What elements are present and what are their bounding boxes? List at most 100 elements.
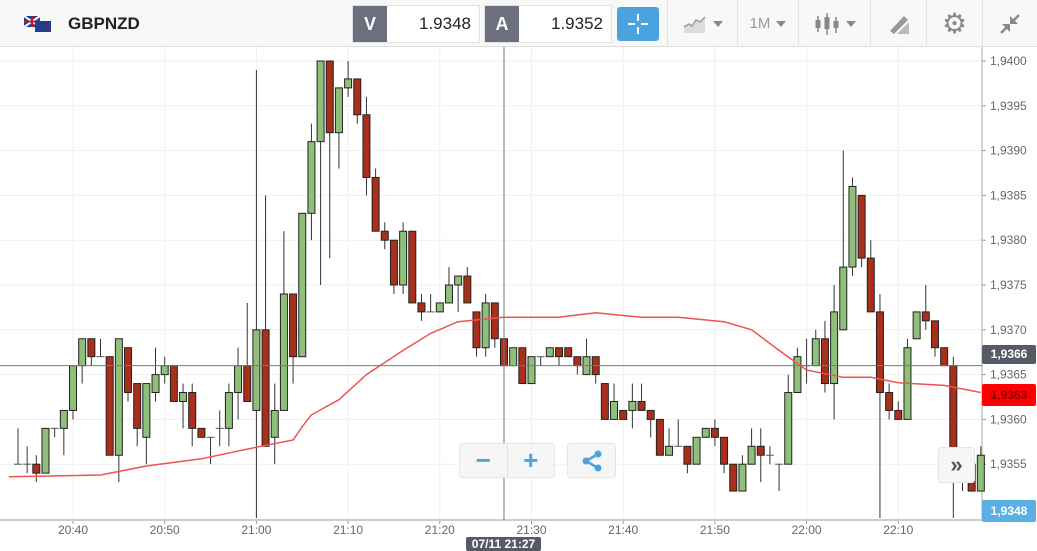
pencil-ruler-icon [889, 15, 909, 34]
y-tick-label: 1,9355 [990, 457, 1027, 471]
candle-down [720, 436, 729, 465]
chart-type-dropdown[interactable] [668, 0, 737, 47]
y-tick-label: 1,9380 [990, 233, 1027, 247]
crosshair-icon [628, 14, 648, 34]
candle-down [866, 257, 875, 313]
candle-up [270, 409, 279, 438]
drawing-tools-button[interactable] [871, 0, 926, 47]
collapse-button[interactable] [983, 0, 1037, 47]
share-icon [582, 450, 601, 471]
candle-down [655, 418, 664, 456]
candle-up [747, 445, 756, 465]
candle-up [527, 356, 536, 385]
candle-down [408, 230, 417, 304]
y-tick-label: 1,9370 [990, 323, 1027, 337]
chevron-down-icon [845, 20, 856, 27]
x-tick-label: 21:30 [516, 523, 546, 537]
moving-average-price-label: 1,9363 [982, 384, 1036, 406]
chevron-down-icon [712, 20, 723, 27]
toolbar: GBPNZD V 1.9348 A 1.9352 1M ⚙ [0, 0, 1037, 47]
candle-up [701, 427, 710, 438]
candle-up [344, 78, 353, 89]
candle-down [646, 409, 655, 420]
bid-label: V [353, 6, 387, 42]
y-tick-label: 1,9385 [990, 188, 1027, 202]
candle-up [307, 141, 316, 214]
candle-up [665, 445, 674, 456]
x-tick-label: 20:40 [58, 523, 88, 537]
zoom-controls: − + [459, 443, 555, 478]
candle-down [197, 427, 206, 438]
crosshair-time-label: 07/11 21:27 [466, 537, 541, 551]
compress-icon [1000, 13, 1020, 34]
candle-down [600, 383, 609, 420]
candle-up [151, 374, 160, 394]
candle-down [463, 275, 472, 304]
candle-up [545, 347, 554, 358]
plot-area [0, 47, 982, 520]
candle-up [444, 284, 453, 304]
symbol-title[interactable]: GBPNZD [68, 14, 140, 33]
candlestick-chart[interactable]: 1,9400 1,9395 1,9390 1,9385 1,9380 1,9375 1,93… [0, 47, 1037, 551]
candle-down [188, 392, 197, 429]
candle-up [481, 302, 490, 349]
candle-up [784, 392, 793, 465]
candle-down [555, 347, 564, 358]
candle-up [830, 311, 839, 385]
y-tick-label: 1,9365 [990, 368, 1027, 382]
candle-up [976, 454, 985, 492]
candle-up [912, 311, 921, 340]
candle-up [610, 400, 619, 420]
chevron-down-icon [776, 20, 787, 27]
scroll-to-latest-button[interactable]: » [938, 447, 975, 483]
y-tick-label: 1,9360 [990, 412, 1027, 426]
candle-up [738, 463, 747, 492]
y-tick-label: 1,9375 [990, 278, 1027, 292]
candle-down [894, 409, 903, 420]
candle-down [169, 365, 178, 402]
ask-quote-button[interactable]: A 1.9352 [484, 5, 612, 43]
candle-up [59, 409, 68, 429]
candle-up [114, 338, 123, 456]
bid-quote-button[interactable]: V 1.9348 [352, 5, 480, 43]
candle-down [289, 293, 298, 358]
candle-down [683, 445, 692, 465]
candle-down [417, 302, 426, 313]
candle-up [811, 338, 820, 367]
candle-up [509, 347, 518, 367]
candle-down [32, 463, 41, 474]
candlestick-icon [815, 12, 838, 35]
candle-up [179, 392, 188, 402]
settings-button[interactable]: ⚙ [927, 0, 982, 47]
share-button[interactable] [567, 443, 616, 478]
x-tick-label: 21:40 [608, 523, 638, 537]
candle-down [857, 194, 866, 259]
candle-up [839, 266, 848, 331]
candle-up [316, 60, 325, 143]
candle-down [87, 338, 96, 358]
candle-down [325, 60, 334, 134]
candle-down [949, 365, 958, 456]
candle-up [454, 275, 463, 286]
candle-down [619, 409, 628, 420]
candle-down [380, 230, 389, 241]
x-tick-label: 21:10 [333, 523, 363, 537]
candle-up [628, 400, 637, 411]
candle-down [243, 365, 252, 402]
crosshair-button[interactable] [617, 7, 659, 41]
bid-value: 1.9348 [419, 14, 471, 33]
candle-up [848, 185, 857, 268]
timeframe-dropdown[interactable]: 1M [738, 0, 798, 47]
zoom-out-button[interactable]: − [460, 444, 508, 477]
gbp-nzd-flag-icon [24, 16, 51, 32]
zoom-in-button[interactable]: + [523, 445, 539, 475]
candle-style-dropdown[interactable] [799, 0, 870, 47]
crosshair-price-label: 1,9366 [982, 345, 1036, 364]
timeframe-label: 1M [749, 15, 771, 32]
gear-icon: ⚙ [941, 8, 968, 39]
candle-down [564, 347, 573, 358]
candle-up [793, 356, 802, 394]
candle-up [160, 365, 169, 376]
candle-up [224, 392, 233, 429]
candle-down [756, 445, 765, 456]
